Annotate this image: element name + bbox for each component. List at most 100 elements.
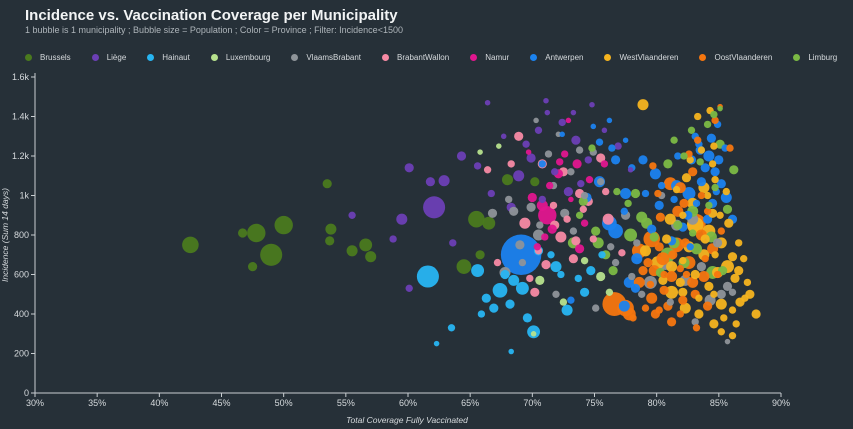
legend-marker [699, 54, 707, 61]
bubble [732, 320, 740, 328]
bubble [717, 227, 725, 235]
y-tick-label: 1.4k [12, 112, 30, 122]
bubble [696, 158, 704, 166]
legend-item[interactable]: BrabantWallon [382, 53, 449, 62]
bubble [489, 303, 499, 313]
bubble [711, 251, 719, 259]
bubble [628, 272, 636, 281]
bubble [657, 181, 666, 190]
y-tick-label: 200 [14, 349, 29, 359]
bubble [679, 198, 689, 208]
legend-item[interactable]: Hainaut [147, 53, 190, 62]
bubble [505, 299, 515, 309]
legend-item[interactable]: Brussels [25, 53, 71, 62]
bubble [720, 191, 732, 204]
bubble [541, 260, 551, 270]
bubble [596, 153, 606, 163]
bubble [674, 152, 682, 160]
bubble [673, 220, 683, 230]
legend-item[interactable]: Luxembourg [210, 53, 270, 62]
bubble [668, 250, 678, 260]
bubble [325, 223, 337, 235]
bubble [701, 255, 709, 263]
bubble [660, 270, 668, 279]
y-tick-label: 800 [14, 230, 29, 240]
bubble [656, 252, 670, 266]
bubble [500, 133, 507, 140]
legend-item[interactable]: Antwerpen [530, 53, 583, 62]
bubble [698, 270, 710, 283]
bubble [567, 168, 575, 176]
legend-marker [470, 54, 478, 61]
bubble [533, 243, 541, 251]
bubble [592, 304, 600, 312]
bubble [570, 109, 577, 116]
bubble [608, 144, 616, 152]
bubble [447, 324, 456, 332]
bubble [501, 174, 514, 186]
legend-item[interactable]: Limburg [793, 53, 837, 62]
bubble [675, 277, 685, 287]
bubble [724, 218, 734, 228]
legend-item[interactable]: VlaamsBrabant [291, 53, 361, 62]
bubble [666, 270, 678, 283]
legend-label: VlaamsBrabant [306, 53, 362, 62]
bubble [647, 224, 657, 234]
bubble [538, 160, 546, 168]
legend-item[interactable]: WestVlaanderen [604, 53, 678, 62]
bubble [589, 101, 595, 108]
legend-item[interactable]: Namur [470, 53, 509, 62]
bubble [624, 199, 632, 208]
bubble [751, 309, 761, 319]
bubble [611, 155, 621, 165]
legend-label: Liège [106, 53, 127, 62]
bubble [500, 234, 542, 276]
bubble [714, 155, 724, 165]
x-tick-label: 75% [585, 398, 603, 408]
y-tick-label: 1k [19, 191, 29, 201]
bubble [710, 142, 718, 150]
bubble [492, 282, 508, 298]
bubble [708, 160, 717, 168]
bubble [248, 262, 258, 272]
x-tick-label: 65% [461, 398, 479, 408]
bubble [703, 120, 712, 129]
bubble [405, 284, 413, 292]
legend-marker [382, 54, 390, 61]
bubble [547, 251, 555, 259]
bubble [655, 212, 666, 222]
legend-item[interactable]: OostVlaanderen [699, 53, 772, 62]
x-tick-label: 80% [648, 398, 666, 408]
x-tick-label: 50% [275, 398, 293, 408]
bubble [515, 281, 529, 295]
bubble [519, 217, 531, 229]
bubble [547, 224, 557, 234]
bubble [666, 261, 678, 273]
bubble [389, 235, 397, 243]
bubble [274, 215, 293, 235]
legend-label: WestVlaanderen [619, 53, 679, 62]
bubble [600, 160, 609, 168]
bubble [563, 187, 574, 197]
bubble [729, 165, 739, 175]
bubble [602, 187, 610, 196]
bubble [706, 133, 717, 143]
chart-subtitle: 1 bubble is 1 municipality ; Bubble size… [25, 25, 403, 35]
bubble [654, 189, 662, 198]
bubble [538, 195, 546, 204]
bubble [631, 253, 643, 265]
bubble [536, 199, 548, 211]
bubble [456, 151, 467, 161]
legend-item[interactable]: Liège [91, 53, 127, 62]
legend-label: Brussels [40, 53, 71, 62]
bubble [483, 166, 492, 174]
bubble [535, 275, 545, 285]
bubble [649, 162, 657, 170]
bubble [589, 235, 597, 243]
bubble [550, 261, 562, 273]
bubble [613, 187, 621, 196]
bubble [567, 296, 575, 304]
bubble [659, 285, 669, 295]
bubble [515, 240, 525, 250]
bubble [679, 302, 691, 314]
